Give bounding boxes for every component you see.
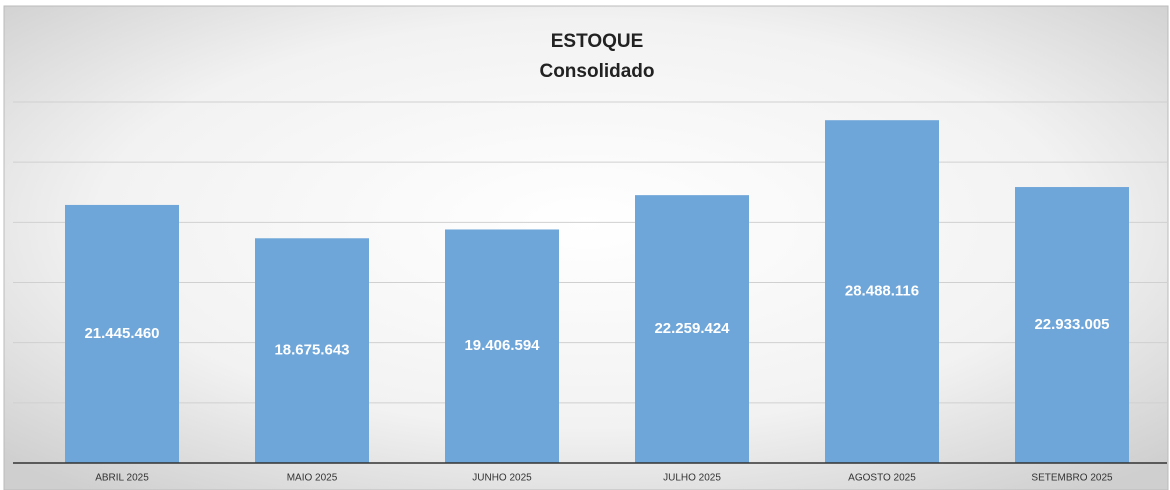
value-label: 19.406.594: [464, 337, 540, 354]
bar: [635, 195, 749, 463]
bar: [65, 204, 179, 463]
bar: [825, 120, 939, 464]
x-tick-label: ABRIL 2025: [95, 473, 149, 484]
bar: [1015, 187, 1129, 464]
x-tick-label: MAIO 2025: [287, 473, 338, 484]
chart-subtitle: Consolidado: [539, 61, 654, 82]
chart-title: ESTOQUE: [551, 31, 644, 52]
bar: [445, 229, 559, 463]
value-label: 21.445.460: [84, 325, 159, 342]
value-label: 28.488.116: [845, 283, 919, 300]
x-tick-label: AGOSTO 2025: [848, 473, 916, 484]
x-tick-label: JUNHO 2025: [472, 473, 532, 484]
bar: [255, 238, 369, 463]
chart-background: [3, 5, 1169, 490]
value-label: 18.675.643: [274, 342, 349, 359]
value-label: 22.933.005: [1034, 316, 1109, 333]
value-label: 22.259.424: [654, 320, 730, 337]
x-tick-label: JULHO 2025: [663, 473, 721, 484]
x-tick-label: SETEMBRO 2025: [1031, 473, 1113, 484]
